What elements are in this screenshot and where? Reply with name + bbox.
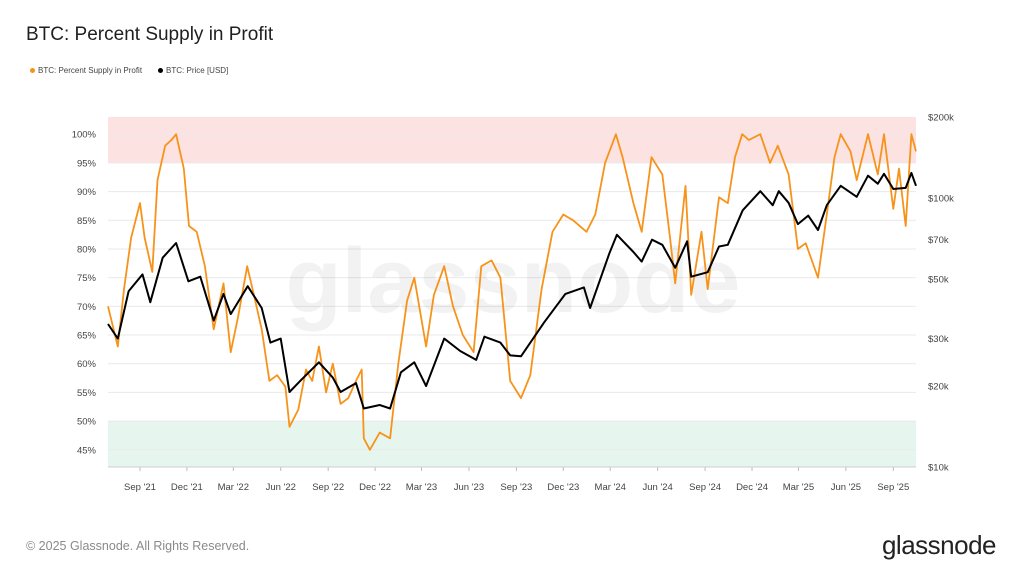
y-left-tick-label: 55% [77, 388, 97, 399]
x-tick-label: Jun '25 [831, 482, 861, 493]
y-left-tick-label: 100% [72, 130, 97, 141]
watermark: glassnode [285, 230, 740, 332]
y-left-tick-label: 95% [77, 158, 97, 169]
legend-swatch-price [158, 68, 164, 73]
y-right-tick-label: $10k [928, 463, 949, 474]
x-tick-label: Jun '24 [642, 482, 672, 493]
x-tick-label: Jun '23 [454, 482, 484, 493]
legend-label-price: BTC: Price [USD] [166, 66, 229, 75]
x-tick-label: Mar '23 [406, 482, 437, 493]
x-tick-label: Mar '22 [218, 482, 249, 493]
y-right-tick-label: $100k [928, 193, 954, 204]
y-left-tick-label: 70% [77, 302, 97, 313]
x-tick-label: Jun '22 [266, 482, 296, 493]
x-tick-label: Dec '21 [171, 482, 203, 493]
y-left-tick-label: 50% [77, 417, 97, 428]
y-left-tick-label: 90% [77, 187, 97, 198]
legend-item-supply-in-profit[interactable]: BTC: Percent Supply in Profit [30, 66, 142, 75]
x-tick-label: Sep '24 [689, 482, 721, 493]
y-right-tick-label: $20k [928, 382, 949, 393]
y-right-tick-label: $30k [928, 334, 949, 345]
x-tick-label: Sep '21 [124, 482, 156, 493]
x-tick-label: Sep '22 [312, 482, 344, 493]
x-tick-label: Sep '25 [877, 482, 909, 493]
legend-swatch-supply-in-profit [30, 68, 35, 73]
x-tick-label: Mar '25 [783, 482, 814, 493]
chart-title: BTC: Percent Supply in Profit [26, 24, 274, 45]
y-left-tick-label: 85% [77, 216, 97, 227]
y-left-tick-label: 45% [77, 445, 97, 456]
y-right-tick-label: $200k [928, 113, 954, 124]
series-line-btc-price [107, 171, 917, 410]
legend: BTC: Percent Supply in Profit BTC: Price… [30, 66, 228, 75]
overheated-band [108, 117, 916, 163]
glassnode-logo: glassnode [881, 530, 997, 560]
y-left-tick-label: 75% [77, 273, 97, 284]
copyright-footer: © 2025 Glassnode. All Rights Reserved. [26, 539, 250, 553]
x-tick-label: Dec '24 [736, 482, 768, 493]
y-left-tick-label: 60% [77, 359, 97, 370]
x-tick-label: Dec '22 [359, 482, 391, 493]
y-right-tick-label: $70k [928, 235, 949, 246]
x-tick-label: Mar '24 [595, 482, 626, 493]
y-left-tick-label: 65% [77, 331, 97, 342]
y-right-tick-label: $50k [928, 274, 949, 285]
x-tick-label: Sep '23 [500, 482, 532, 493]
y-left-tick-label: 80% [77, 244, 97, 255]
legend-item-price[interactable]: BTC: Price [USD] [158, 66, 228, 75]
legend-label-supply-in-profit: BTC: Percent Supply in Profit [38, 66, 143, 75]
undervalued-band [108, 421, 916, 467]
x-tick-label: Dec '23 [547, 482, 579, 493]
series-line-supply-in-profit [107, 133, 917, 451]
